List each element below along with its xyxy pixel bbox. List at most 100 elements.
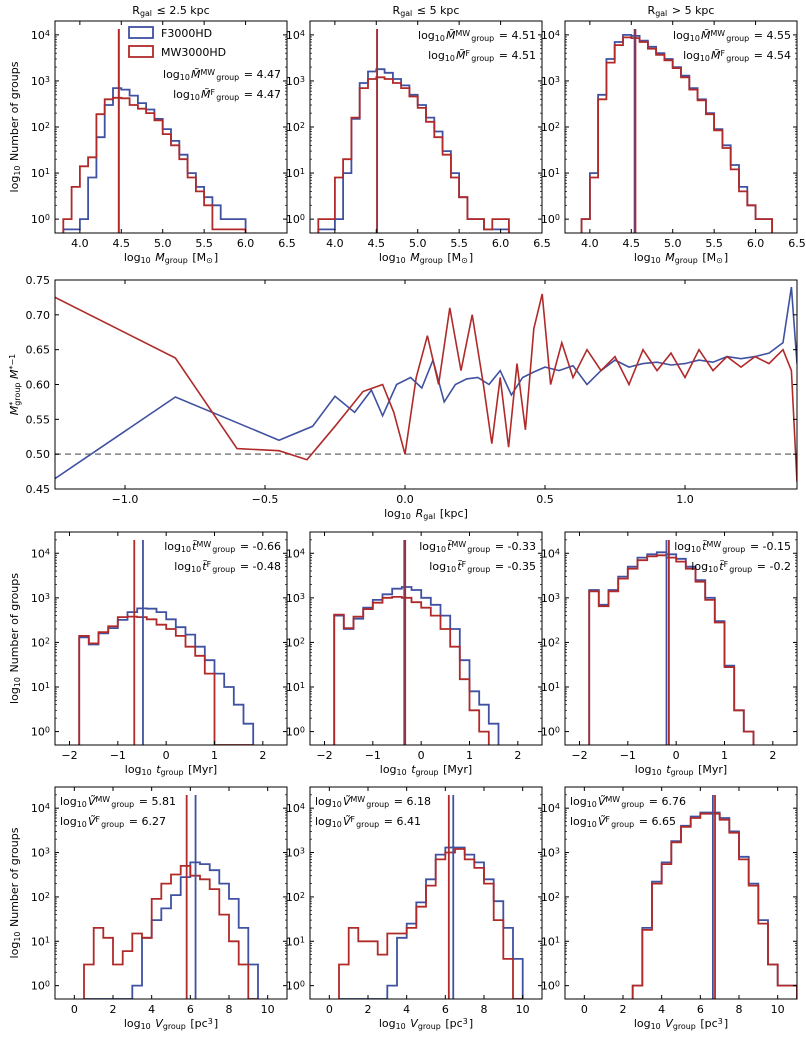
- x-tick-label: 5.5: [195, 237, 213, 250]
- x-axis-label: log10 Mgroup [M⊙ ]: [379, 251, 473, 265]
- plot-area: [62, 29, 247, 233]
- y-tick-label: 102: [286, 891, 305, 904]
- axes-frame: [54, 279, 798, 490]
- x-tick-label: 6: [442, 1003, 449, 1016]
- y-tick-label: 104: [541, 29, 560, 42]
- y-tick-label: 101: [286, 935, 305, 948]
- mass-panel-2: 4.0 4.5 5.0 5.5 6.0 6.5 100 101 102 103 104 log10 M…: [286, 20, 551, 265]
- median-annotation: log10 M̃MW group = 4.55: [673, 29, 791, 43]
- x-tick-label: 0: [71, 1003, 78, 1016]
- series-f3000hd-step: [333, 586, 500, 745]
- median-annotation: log10 M̃F group = 4.54: [683, 49, 791, 63]
- y-tick-label: 101: [31, 167, 50, 180]
- median-annotation: log10 M̃F group = 4.47: [173, 88, 281, 102]
- plot-area: [55, 286, 797, 483]
- x-tick-label: 5.0: [664, 237, 682, 250]
- y-tick-label: 102: [31, 121, 50, 134]
- plot-area: [333, 540, 500, 745]
- x-tick-label: 8: [481, 1003, 488, 1016]
- y-tick-label: 0.55: [26, 413, 51, 426]
- series-f3000hd-step: [317, 68, 510, 233]
- y-tick-label: 101: [541, 167, 560, 180]
- y-tick-label: 102: [541, 891, 560, 904]
- series-mw3000hd-step: [78, 615, 254, 745]
- x-tick-label: 5.0: [154, 237, 172, 250]
- median-annotation: log10 M̃MW group = 4.47: [163, 68, 281, 82]
- series-mw3000hd-step: [338, 848, 523, 999]
- plot-area: [317, 29, 510, 233]
- series-mw3000hd-step: [62, 96, 247, 233]
- median-annotation: log10 t̃F group = -0.35: [429, 560, 536, 574]
- x-tick-label: −1: [110, 749, 126, 762]
- plot-area: [580, 29, 773, 233]
- plot-area: [588, 540, 755, 745]
- x-tick-label: 1: [721, 749, 728, 762]
- x-tick-label: 2: [365, 1003, 372, 1016]
- x-tick-label: 0: [163, 749, 170, 762]
- mass-panel-3: 4.0 4.5 5.0 5.5 6.0 6.5 100 101 102 103 104 log10 M…: [541, 20, 806, 265]
- series-f3000hd-step: [62, 87, 247, 233]
- y-tick-label: 102: [286, 636, 305, 649]
- x-axis-label: log10 Vgroup [pc3 ]: [634, 1017, 728, 1031]
- y-tick-label: 102: [286, 121, 305, 134]
- column-title: Rgal ≤ 2.5 kpc: [132, 4, 209, 18]
- x-tick-label: 4.0: [326, 237, 344, 250]
- volume-panel-3: 0 2 4 6 8 10 100 101 102 103 104 log10 Vgroup [pc3 …: [541, 786, 798, 1031]
- time-panel-1: −2 −1 0 1 2 100 101 102 103 104 log10 tgroup [Myr]…: [31, 531, 288, 777]
- series-f3000hd-step: [588, 551, 755, 745]
- x-tick-label: 2: [514, 749, 521, 762]
- y-tick-label: 104: [541, 802, 560, 815]
- x-axis-label: log10 tgroup [Myr]: [380, 763, 472, 777]
- y-tick-label: 104: [541, 547, 560, 560]
- x-tick-label: 6: [697, 1003, 704, 1016]
- y-tick-label: 0.50: [26, 448, 51, 461]
- y-tick-label: 103: [286, 75, 305, 88]
- median-annotation: log10 ṼF group = 6.65: [570, 815, 676, 829]
- x-tick-label: 4.5: [368, 237, 386, 250]
- y-tick-label: 101: [286, 681, 305, 694]
- x-axis-label: log10 Vgroup [pc3 ]: [124, 1017, 218, 1031]
- y-axis-label: M*group M*−1: [8, 354, 22, 416]
- legend-swatch-f3000hd: [128, 26, 154, 39]
- x-tick-label: 10: [261, 1003, 275, 1016]
- x-tick-label: 2: [110, 1003, 117, 1016]
- x-tick-label: 5.0: [409, 237, 427, 250]
- time-panel-2: −2 −1 0 1 2 100 101 102 103 104 log10 tgroup [Myr]…: [286, 531, 543, 777]
- y-tick-label: 102: [31, 891, 50, 904]
- axes-frame: [564, 786, 798, 1000]
- x-tick-label: 6.0: [747, 237, 765, 250]
- volume-panel-2: 0 2 4 6 8 10 100 101 102 103 104 log10 Vgroup [pc3 …: [286, 786, 543, 1031]
- legend-label-f3000hd: F3000HD: [161, 27, 212, 40]
- series-f3000hd-line: [55, 286, 797, 480]
- x-tick-label: −1: [365, 749, 381, 762]
- y-tick-label: 101: [31, 935, 50, 948]
- x-tick-label: 5.5: [705, 237, 723, 250]
- y-tick-label: 101: [541, 681, 560, 694]
- x-tick-label: 1: [466, 749, 473, 762]
- x-axis-label: log10 Rgal [kpc]: [384, 507, 468, 521]
- y-axis-label: log10 Number of groups: [8, 573, 22, 704]
- x-tick-label: 4: [148, 1003, 155, 1016]
- axes-frame: [564, 531, 798, 746]
- legend-label-mw3000hd: MW3000HD: [161, 46, 226, 59]
- y-tick-label: 104: [286, 547, 305, 560]
- x-tick-label: 4.5: [113, 237, 131, 250]
- y-tick-label: 0.65: [26, 344, 51, 357]
- y-tick-label: 103: [286, 592, 305, 605]
- x-tick-label: 6.0: [237, 237, 255, 250]
- x-tick-label: 6.5: [278, 237, 296, 250]
- median-annotation: log10 t̃MW group = -0.15: [674, 540, 791, 554]
- x-tick-label: 4.0: [71, 237, 89, 250]
- x-tick-label: 2: [620, 1003, 627, 1016]
- x-tick-label: 0: [418, 749, 425, 762]
- y-tick-label: 104: [31, 802, 50, 815]
- y-tick-label: 104: [31, 29, 50, 42]
- x-axis-label: log10 Mgroup [M⊙ ]: [634, 251, 728, 265]
- x-tick-label: 6.5: [533, 237, 551, 250]
- x-tick-label: 4: [658, 1003, 665, 1016]
- column-title: Rgal ≤ 5 kpc: [393, 4, 460, 18]
- x-tick-label: 4.0: [581, 237, 599, 250]
- median-annotation: log10 ṼMW group = 5.81: [60, 795, 176, 809]
- median-annotation: log10 M̃F group = 4.51: [428, 49, 536, 63]
- ratio-panel: −1.0 −0.5 0.0 0.5 1.0 0.45 0.50 0.55 0.60 0.65 0.7…: [8, 274, 798, 521]
